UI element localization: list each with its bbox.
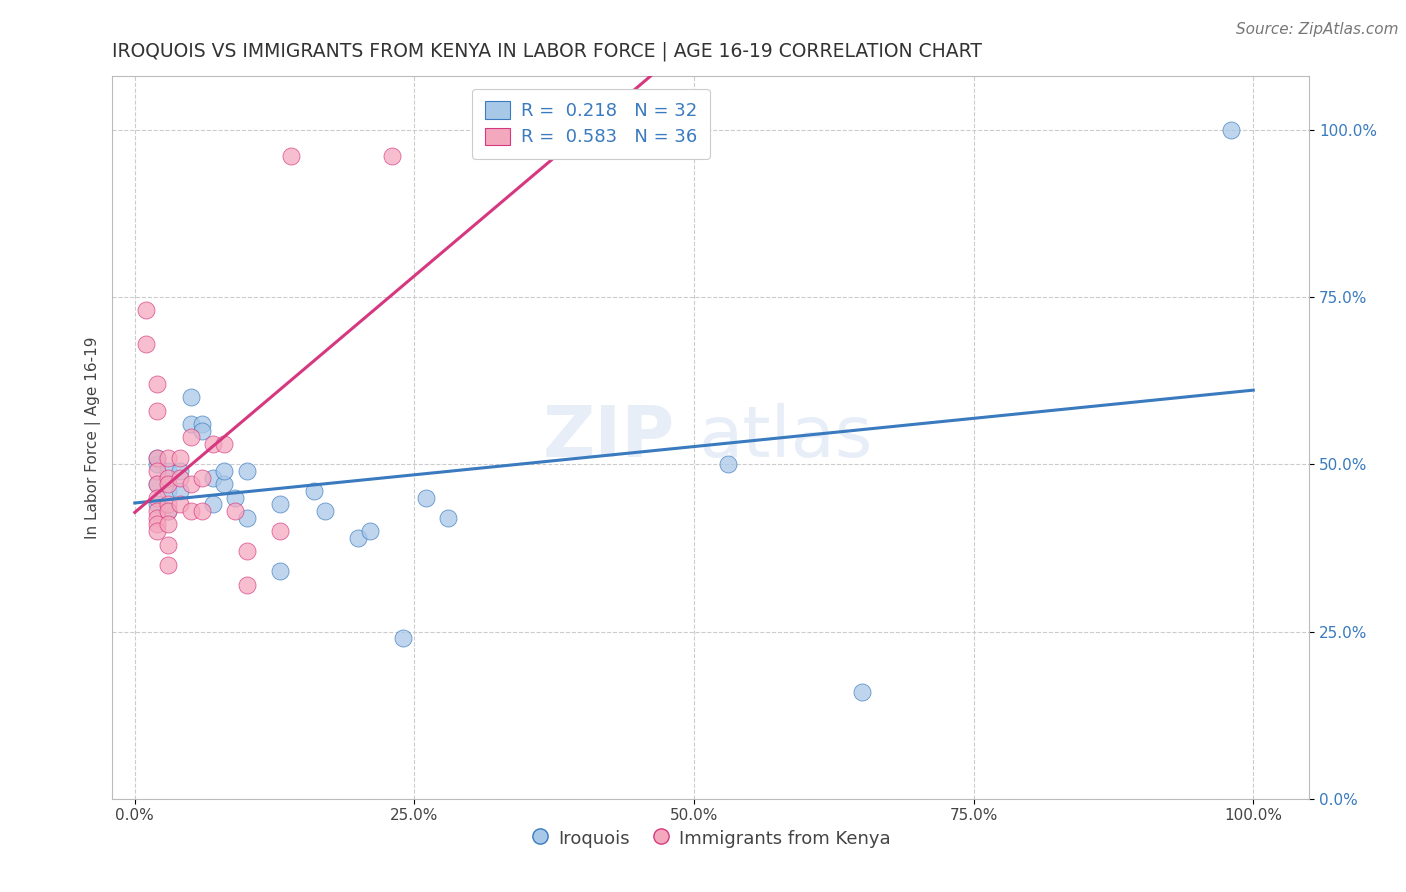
Point	[146, 376, 169, 391]
Point	[146, 491, 169, 505]
Text: atlas: atlas	[699, 403, 873, 472]
Point	[269, 497, 291, 511]
Point	[235, 544, 257, 558]
Point	[191, 504, 214, 518]
Point	[235, 510, 257, 524]
Point	[157, 537, 180, 551]
Point	[280, 149, 302, 163]
Point	[157, 497, 180, 511]
Point	[157, 477, 180, 491]
Point	[146, 524, 169, 538]
Point	[146, 457, 169, 471]
Point	[202, 437, 225, 451]
Point	[180, 430, 202, 444]
Point	[146, 464, 169, 478]
Text: IROQUOIS VS IMMIGRANTS FROM KENYA IN LABOR FORCE | AGE 16-19 CORRELATION CHART: IROQUOIS VS IMMIGRANTS FROM KENYA IN LAB…	[112, 42, 983, 62]
Point	[157, 558, 180, 572]
Point	[415, 491, 437, 505]
Y-axis label: In Labor Force | Age 16-19: In Labor Force | Age 16-19	[86, 336, 101, 539]
Point	[169, 483, 191, 498]
Point	[347, 531, 370, 545]
Point	[214, 437, 236, 451]
Text: ZIP: ZIP	[543, 403, 675, 472]
Point	[146, 510, 169, 524]
Point	[157, 504, 180, 518]
Point	[314, 504, 336, 518]
Point	[135, 303, 157, 318]
Point	[146, 517, 169, 532]
Point	[146, 450, 169, 465]
Point	[392, 631, 415, 645]
Point	[302, 483, 325, 498]
Point	[180, 477, 202, 491]
Point	[235, 577, 257, 591]
Point	[169, 497, 191, 511]
Point	[359, 524, 381, 538]
Point	[224, 504, 246, 518]
Point	[180, 504, 202, 518]
Point	[169, 464, 191, 478]
Point	[851, 684, 873, 698]
Text: Source: ZipAtlas.com: Source: ZipAtlas.com	[1236, 22, 1399, 37]
Point	[169, 450, 191, 465]
Legend: R =  0.218   N = 32, R =  0.583   N = 36: R = 0.218 N = 32, R = 0.583 N = 36	[472, 89, 710, 159]
Point	[180, 417, 202, 431]
Point	[146, 450, 169, 465]
Point	[146, 477, 169, 491]
Point	[269, 564, 291, 578]
Point	[146, 504, 169, 518]
Point	[269, 524, 291, 538]
Point	[437, 510, 460, 524]
Point	[180, 390, 202, 404]
Point	[235, 464, 257, 478]
Point	[157, 483, 180, 498]
Point	[146, 497, 169, 511]
Point	[202, 497, 225, 511]
Point	[381, 149, 404, 163]
Point	[169, 470, 191, 484]
Point	[214, 464, 236, 478]
Point	[224, 491, 246, 505]
Point	[191, 417, 214, 431]
Point	[191, 470, 214, 484]
Point	[157, 450, 180, 465]
Point	[157, 504, 180, 518]
Point	[214, 477, 236, 491]
Point	[191, 424, 214, 438]
Point	[157, 464, 180, 478]
Point	[146, 477, 169, 491]
Point	[135, 336, 157, 351]
Point	[202, 470, 225, 484]
Point	[157, 470, 180, 484]
Point	[716, 457, 738, 471]
Point	[146, 403, 169, 417]
Point	[157, 517, 180, 532]
Point	[1219, 122, 1241, 136]
